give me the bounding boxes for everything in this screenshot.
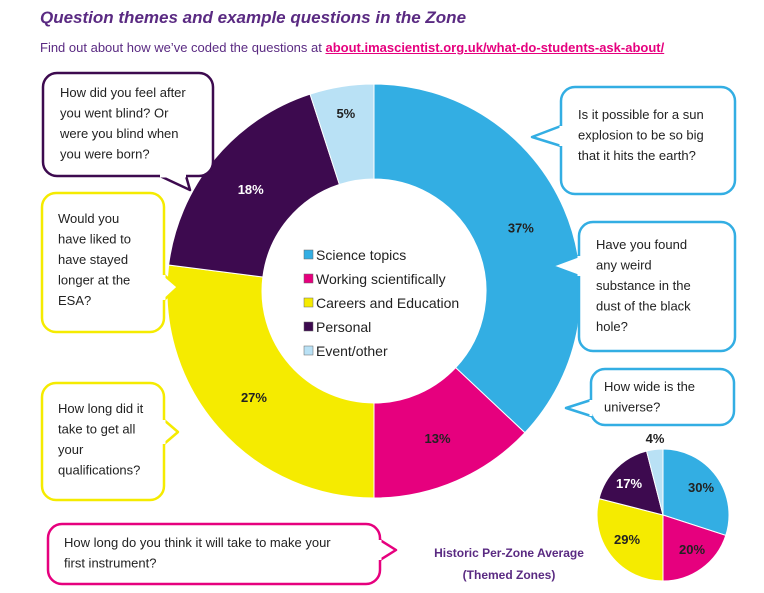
bubble-text-line: you were born? [60,147,150,162]
donut-label-careers-education: 27% [241,390,267,405]
donut-chart: 37% 13% 27% 18% 5% [166,83,582,499]
question-bubble: Is it possible for a sun explosion to be … [530,85,737,196]
pie-label-science-topics: 30% [688,480,714,495]
donut-slice-personal [168,93,341,278]
donut-label-working-scientifically: 13% [425,431,451,446]
legend-label-working-scientifically: Working scientifically [316,271,446,287]
pie-slice-personal [598,450,664,516]
pie-label-event-other: 4% [646,431,665,446]
pie-slice-working-scientifically [662,514,727,582]
pie-label-working-scientifically: 20% [679,542,705,557]
legend-label-careers-education: Careers and Education [316,295,459,311]
historic-caption: Historic Per-Zone Average (Themed Zones) [426,542,592,586]
legend-swatch-personal [303,321,314,332]
bubble-text-line: first instrument? [64,556,156,571]
bubble-text-line: How wide is the [604,379,695,394]
question-bubbles: How did you feel after you went blind? Or… [40,71,737,586]
bubble-text-line: take to get all [58,422,135,437]
pie-label-personal: 17% [616,476,642,491]
page-title: Question themes and example questions in… [40,8,467,27]
legend-label-personal: Personal [316,319,371,335]
bubble-text-line: qualifications? [58,463,140,478]
question-bubble: How did you feel after you went blind? Or… [41,71,215,192]
donut-label-personal: 18% [238,182,264,197]
donut-slice-science-topics [373,83,582,434]
bubble-text-line: you went blind? Or [60,106,169,121]
donut-label-event-other: 5% [336,106,355,121]
bubble-tail [378,538,398,562]
pie-label-careers-education: 29% [614,532,640,547]
bubble-text-line: substance in the [596,278,691,293]
bubble-box [46,522,382,586]
donut-slice-event-other [309,83,375,186]
pie-slice-careers-education [596,497,664,582]
subtitle-text: Find out about how we’ve coded the quest… [40,40,326,55]
bubble-text-line: have stayed [58,252,128,267]
question-bubble: Have you found any weird substance in the d… [550,220,737,353]
bubble-text-line: ESA? [58,293,91,308]
subtitle-link[interactable]: about.imascientist.org.uk/what-do-studen… [325,40,665,55]
bubble-box [40,191,166,334]
bubble-text-line: your [58,442,84,457]
bubble-text-line: dust of the black [596,299,691,314]
bubble-box [589,367,736,427]
bubble-text-line: hole? [596,319,628,334]
legend-label-event-other: Event/other [316,343,388,359]
bubble-box [577,220,737,353]
bubble-text-line: How did you feel after [60,85,186,100]
bubble-text-line: explosion to be so big [578,128,704,143]
bubble-text-line: were you blind when [59,126,179,141]
bubble-text-line: How long did it [58,401,144,416]
historic-caption-line: Historic Per-Zone Average [434,546,584,560]
legend-swatch-working-scientifically [303,273,314,284]
bubble-text-line: universe? [604,400,660,415]
bubble-text-line: How long do you think it will take to ma… [64,535,331,550]
bubble-tail [162,418,180,446]
question-bubble: Would you have liked to have stayed longer … [40,191,180,334]
bubble-tail [530,124,563,148]
historic-pie-chart: 30% 20% 29% 17% 4% [596,431,730,582]
legend-label-science-topics: Science topics [316,247,406,263]
question-bubble: How wide is the universe? [564,367,736,427]
bubble-text-line: have liked to [58,232,131,247]
bubble-box [41,71,215,178]
page-subtitle: Find out about how we’ve coded the quest… [40,40,664,55]
question-bubble: How long do you think it will take to ma… [46,522,398,586]
bubble-text-line: that it hits the earth? [578,148,696,163]
bubble-text-line: Would you [58,211,119,226]
legend-swatch-event-other [303,345,314,356]
pie-slice-science-topics [662,448,730,537]
question-bubble: How long did it take to get all your qualif… [40,381,180,502]
donut-legend: Science topics Working scientifically Care… [303,247,459,359]
bubble-tail [564,398,593,418]
legend-swatch-careers-education [303,297,314,308]
bubble-tail [158,174,192,192]
bubble-text-line: Have you found [596,237,687,252]
bubble-text-line: Is it possible for a sun [578,107,704,122]
historic-caption-line: (Themed Zones) [462,568,556,582]
donut-label-science-topics: 37% [508,220,534,235]
bubble-text-line: any weird [596,258,652,273]
bubble-text-line: longer at the [58,273,130,288]
pie-slice-event-other [645,448,664,516]
legend-swatch-science-topics [303,249,314,260]
